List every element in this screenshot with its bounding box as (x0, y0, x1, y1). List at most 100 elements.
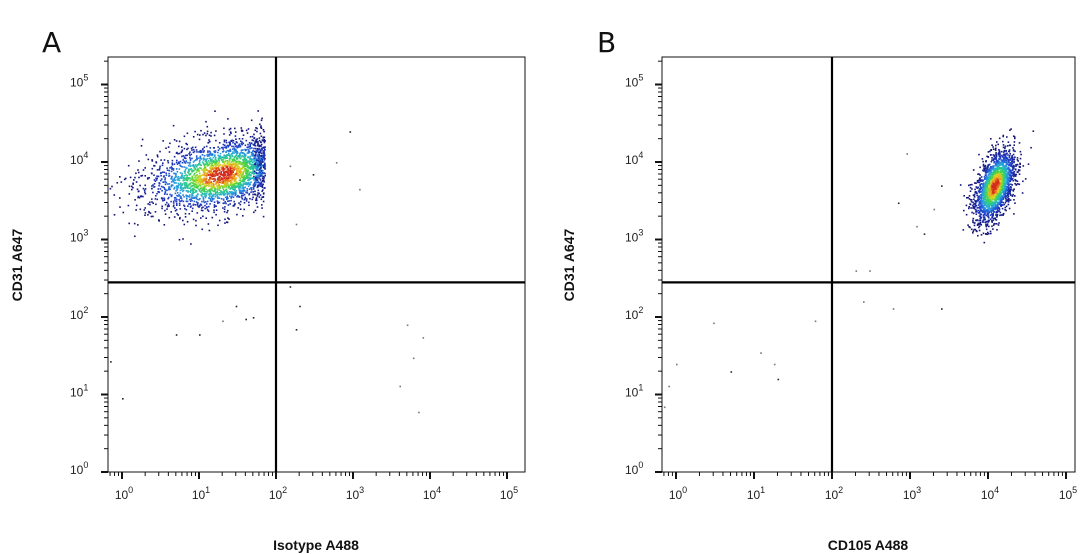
event-dot (176, 151, 178, 154)
event-dot (195, 185, 197, 188)
event-dot (214, 205, 216, 207)
event-dot (214, 189, 216, 192)
event-dot (217, 202, 219, 204)
event-dot (258, 176, 260, 179)
event-dot (221, 146, 223, 149)
event-dot (1009, 170, 1011, 173)
event-dot (250, 187, 252, 189)
event-dot (1008, 149, 1011, 151)
event-dot (259, 183, 261, 185)
event-dot (255, 197, 258, 199)
event-dot (976, 211, 978, 213)
event-dot (986, 208, 988, 211)
event-dot (244, 198, 247, 200)
event-dot (983, 208, 985, 211)
event-dot (174, 179, 177, 182)
event-dot (156, 192, 158, 195)
event-dot (983, 176, 986, 178)
event-dot (988, 178, 990, 181)
event-dot (988, 186, 990, 188)
event-dot (204, 191, 206, 193)
event-dot (988, 216, 990, 219)
event-dot (994, 154, 996, 157)
event-dot (179, 192, 182, 194)
event-dot (139, 208, 142, 211)
y-tick-exponent: 2 (83, 305, 88, 315)
event-dot (262, 129, 265, 131)
event-dot (221, 164, 224, 167)
event-dot (216, 178, 219, 181)
event-dot (246, 146, 248, 149)
event-dot (188, 177, 191, 179)
event-dot (239, 172, 242, 175)
event-dot (249, 146, 251, 148)
event-dot (157, 175, 160, 178)
event-dot (194, 146, 197, 149)
event-dot (991, 202, 994, 205)
event-dot (216, 185, 218, 187)
event-dot (987, 207, 990, 210)
event-dot (215, 213, 217, 216)
event-dot (252, 169, 254, 171)
event-dot (175, 140, 178, 142)
event-dot (195, 159, 197, 161)
event-dot (980, 194, 983, 197)
event-dot (256, 178, 259, 181)
event-dot (1009, 159, 1011, 161)
event-dot (262, 193, 265, 195)
event-dot (248, 181, 250, 184)
event-dot (990, 186, 992, 189)
event-dot (151, 198, 153, 200)
event-dot (153, 179, 156, 181)
event-dot (215, 130, 217, 132)
event-dot (209, 192, 211, 195)
event-dot (201, 200, 203, 203)
event-dot (260, 174, 262, 177)
event-dot (224, 177, 227, 179)
event-dot (256, 159, 258, 161)
event-dot (217, 183, 219, 185)
event-dot (172, 168, 175, 170)
event-dot (240, 162, 243, 164)
event-dot (192, 151, 195, 154)
event-dot (995, 172, 997, 174)
event-dot (214, 186, 216, 189)
event-dot (226, 160, 229, 162)
event-dot (186, 195, 188, 197)
event-dot (187, 177, 190, 179)
event-dot (977, 197, 979, 199)
event-dot (994, 175, 997, 177)
event-dot (181, 166, 183, 168)
outlier-dot (760, 352, 762, 354)
event-dot (985, 228, 988, 231)
event-dot (223, 186, 225, 188)
event-dot (188, 203, 190, 205)
event-dot (160, 159, 162, 161)
event-dot (258, 161, 260, 163)
event-dot (1009, 192, 1011, 195)
event-dot (263, 151, 266, 154)
event-dot (196, 183, 198, 186)
event-dot (984, 178, 986, 180)
event-dot (256, 130, 258, 133)
event-dot (977, 212, 980, 214)
event-dot (229, 171, 232, 173)
event-dot (223, 156, 225, 159)
outlier-dot (422, 337, 425, 339)
event-dot (208, 179, 211, 181)
event-dot (255, 141, 257, 144)
y-tick-exponent: 4 (83, 150, 88, 160)
outlier-dot (289, 165, 292, 168)
outlier-dot (713, 322, 715, 325)
event-dot (262, 136, 265, 139)
event-dot (217, 149, 220, 151)
event-dot (214, 110, 216, 112)
event-dot (983, 165, 986, 168)
event-dot (998, 196, 1000, 198)
event-dot (190, 164, 192, 167)
event-dot (204, 207, 206, 210)
event-dot (205, 174, 208, 177)
event-dot (229, 127, 232, 130)
event-dot (187, 164, 190, 167)
event-dot (224, 146, 226, 149)
